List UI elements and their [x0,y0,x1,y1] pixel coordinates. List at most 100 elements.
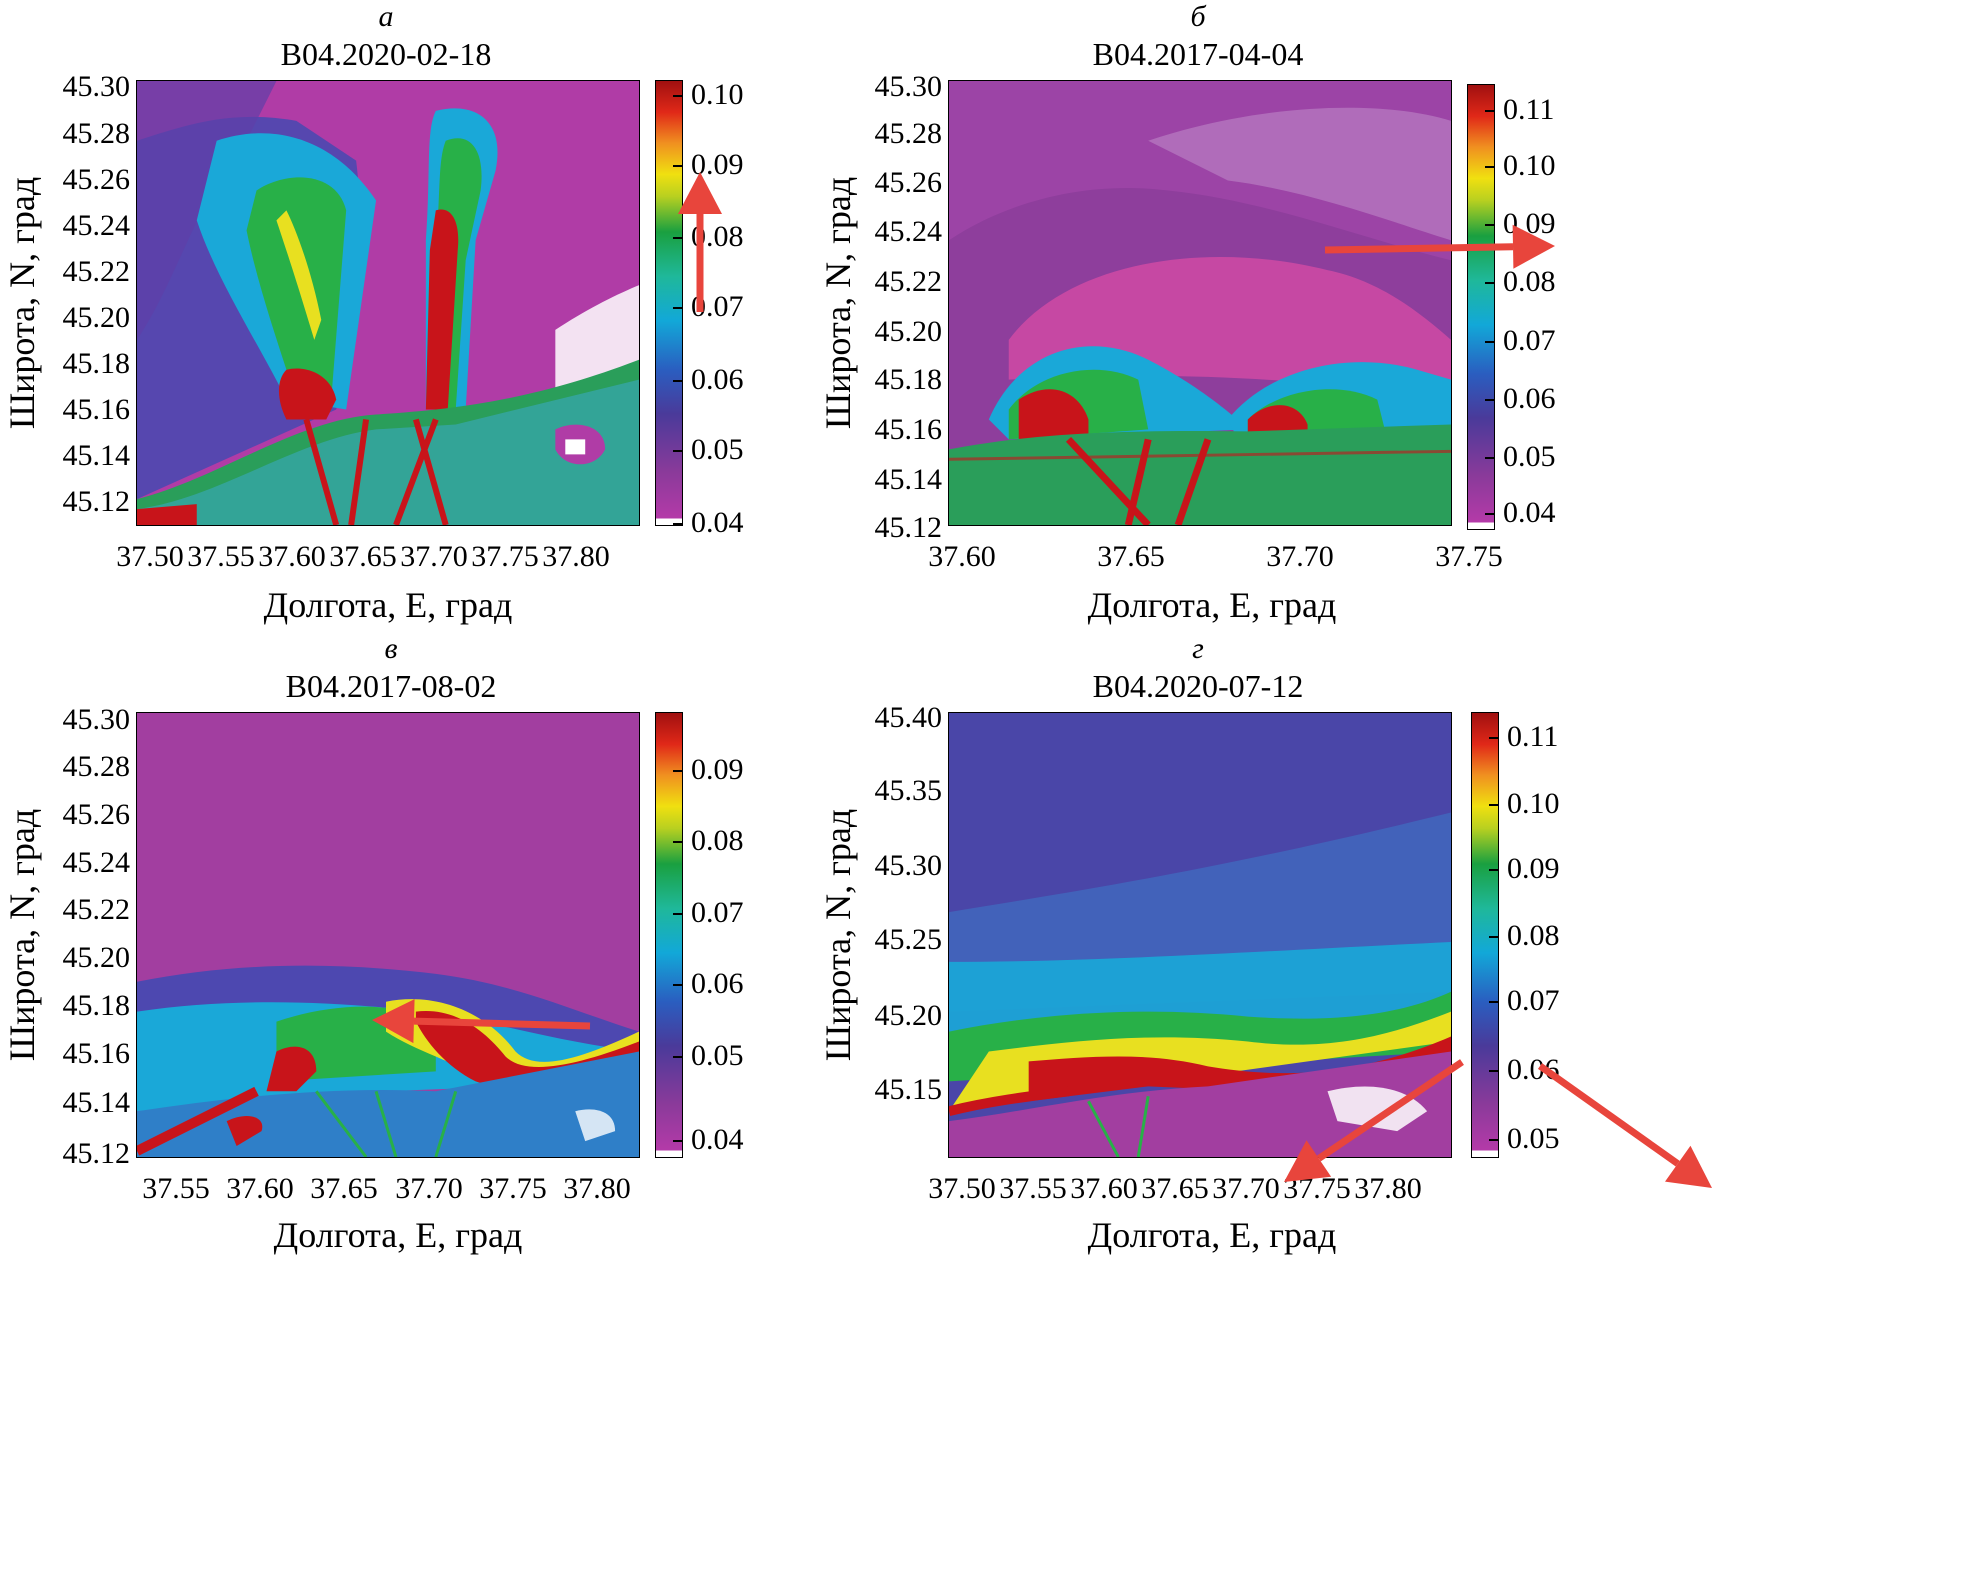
colorbar-tick-mark [673,984,683,986]
y-tick-label: 45.22 [62,255,131,288]
panel-letter: в [384,632,398,665]
x-axis-label: Долгота, E, град [1087,585,1337,625]
panel-title: B04.2020-02-18 [280,36,492,72]
x-tick-label: 37.75 [479,1172,547,1205]
x-tick-label: 37.60 [928,540,996,573]
x-tick-label: 37.65 [1097,540,1165,573]
y-tick-label: 45.14 [62,1086,131,1119]
y-tick-label: 45.16 [62,393,131,426]
x-tick-label: 37.60 [1070,1172,1138,1205]
x-tick-label: 37.75 [1435,540,1503,573]
x-tick-label: 37.65 [329,540,397,573]
colorbar-tick-label: 0.10 [1503,149,1556,182]
y-axis-label: Широта, N, град [2,808,42,1062]
y-tick-label: 45.18 [62,989,131,1022]
y-axis-label: Широта, N, град [2,176,42,430]
y-tick-label: 45.14 [874,463,943,496]
y-tick-label: 45.22 [62,893,131,926]
x-tick-label: 37.55 [999,1172,1067,1205]
colorbar-tick-mark [673,1056,683,1058]
colorbar-tick-mark [1485,166,1495,168]
panel-letter: а [378,0,394,33]
panel-letter: г [1192,632,1204,665]
colorbar-tick-mark [673,523,683,525]
y-tick-label: 45.30 [62,70,131,103]
x-tick-label: 37.55 [142,1172,210,1205]
y-tick-label: 45.24 [62,846,131,879]
x-tick-label: 37.70 [1212,1172,1280,1205]
colorbar-tick-mark [1485,341,1495,343]
arrow-down-right-icon [1537,1063,1712,1188]
x-axis-label: Долгота, E, град [1087,1215,1337,1255]
colorbar-tick-label: 0.05 [691,433,744,466]
panel-letter: б [1190,0,1206,33]
y-tick-label: 45.25 [874,923,943,956]
colorbar-tick-label: 0.06 [691,967,744,1000]
colorbar-tick-label: 0.07 [691,290,744,323]
y-tick-label: 45.16 [62,1037,131,1070]
y-tick-label: 45.12 [62,1137,131,1170]
colorbar-tick-mark [1489,1001,1499,1003]
y-tick-label: 45.28 [62,117,131,150]
x-tick-label: 37.60 [258,540,326,573]
y-axis-label: Широта, N, град [818,808,858,1062]
colorbar-tick-mark [673,841,683,843]
colorbar-tick-label: 0.07 [1507,984,1560,1017]
y-tick-label: 45.20 [62,301,131,334]
colorbar-tick-label: 0.10 [691,78,744,111]
colorbar-tick-label: 0.06 [1503,382,1556,415]
colorbar [1467,84,1495,530]
y-tick-label: 45.35 [874,774,943,807]
colorbar-tick-mark [1485,110,1495,112]
x-tick-label: 37.65 [310,1172,378,1205]
colorbar-tick-label: 0.08 [1503,265,1556,298]
y-tick-label: 45.16 [874,413,943,446]
y-tick-label: 45.30 [874,849,943,882]
colorbar-tick-mark [1489,1070,1499,1072]
colorbar-tick-mark [673,237,683,239]
y-tick-label: 45.26 [62,798,131,831]
colorbar-tick-label: 0.04 [691,1123,744,1156]
y-tick-label: 45.14 [62,439,131,472]
map-image [136,712,640,1158]
colorbar-tick-mark [1485,457,1495,459]
y-tick-label: 45.24 [874,215,943,248]
colorbar-tick-label: 0.04 [1503,496,1556,529]
x-tick-label: 37.80 [1354,1172,1422,1205]
y-tick-label: 45.26 [874,166,943,199]
colorbar-tick-label: 0.11 [1507,720,1559,753]
colorbar-tick-label: 0.06 [1507,1053,1560,1086]
y-tick-label: 45.30 [874,70,943,103]
colorbar-tick-mark [673,450,683,452]
y-tick-label: 45.28 [874,117,943,150]
y-tick-label: 45.12 [874,511,943,544]
colorbar-tick-mark [673,380,683,382]
x-axis-label: Долгота, E, град [263,585,513,625]
x-axis-label: Долгота, E, град [273,1215,523,1255]
colorbar-tick-mark [1489,1139,1499,1141]
panel-title: B04.2017-04-04 [1092,36,1304,72]
y-tick-label: 45.26 [62,163,131,196]
y-axis-label: Широта, N, град [818,176,858,430]
colorbar-tick-label: 0.06 [691,363,744,396]
colorbar-tick-label: 0.11 [1503,93,1555,126]
x-tick-label: 37.70 [400,540,468,573]
colorbar-tick-mark [673,307,683,309]
colorbar-tick-label: 0.07 [691,896,744,929]
colorbar-tick-label: 0.04 [691,506,744,539]
colorbar-tick-label: 0.08 [1507,919,1560,952]
x-tick-label: 37.50 [116,540,184,573]
panel-title: B04.2017-08-02 [285,668,497,704]
colorbar [1471,712,1499,1158]
colorbar [655,712,683,1158]
x-tick-label: 37.75 [1283,1172,1351,1205]
y-tick-label: 45.15 [874,1073,943,1106]
colorbar-tick-label: 0.09 [691,753,744,786]
colorbar-tick-mark [1485,224,1495,226]
y-tick-label: 45.18 [62,347,131,380]
colorbar-tick-label: 0.09 [691,148,744,181]
map-image [948,712,1452,1158]
colorbar-tick-mark [1489,737,1499,739]
colorbar-tick-label: 0.05 [1507,1122,1560,1155]
x-tick-label: 37.65 [1141,1172,1209,1205]
